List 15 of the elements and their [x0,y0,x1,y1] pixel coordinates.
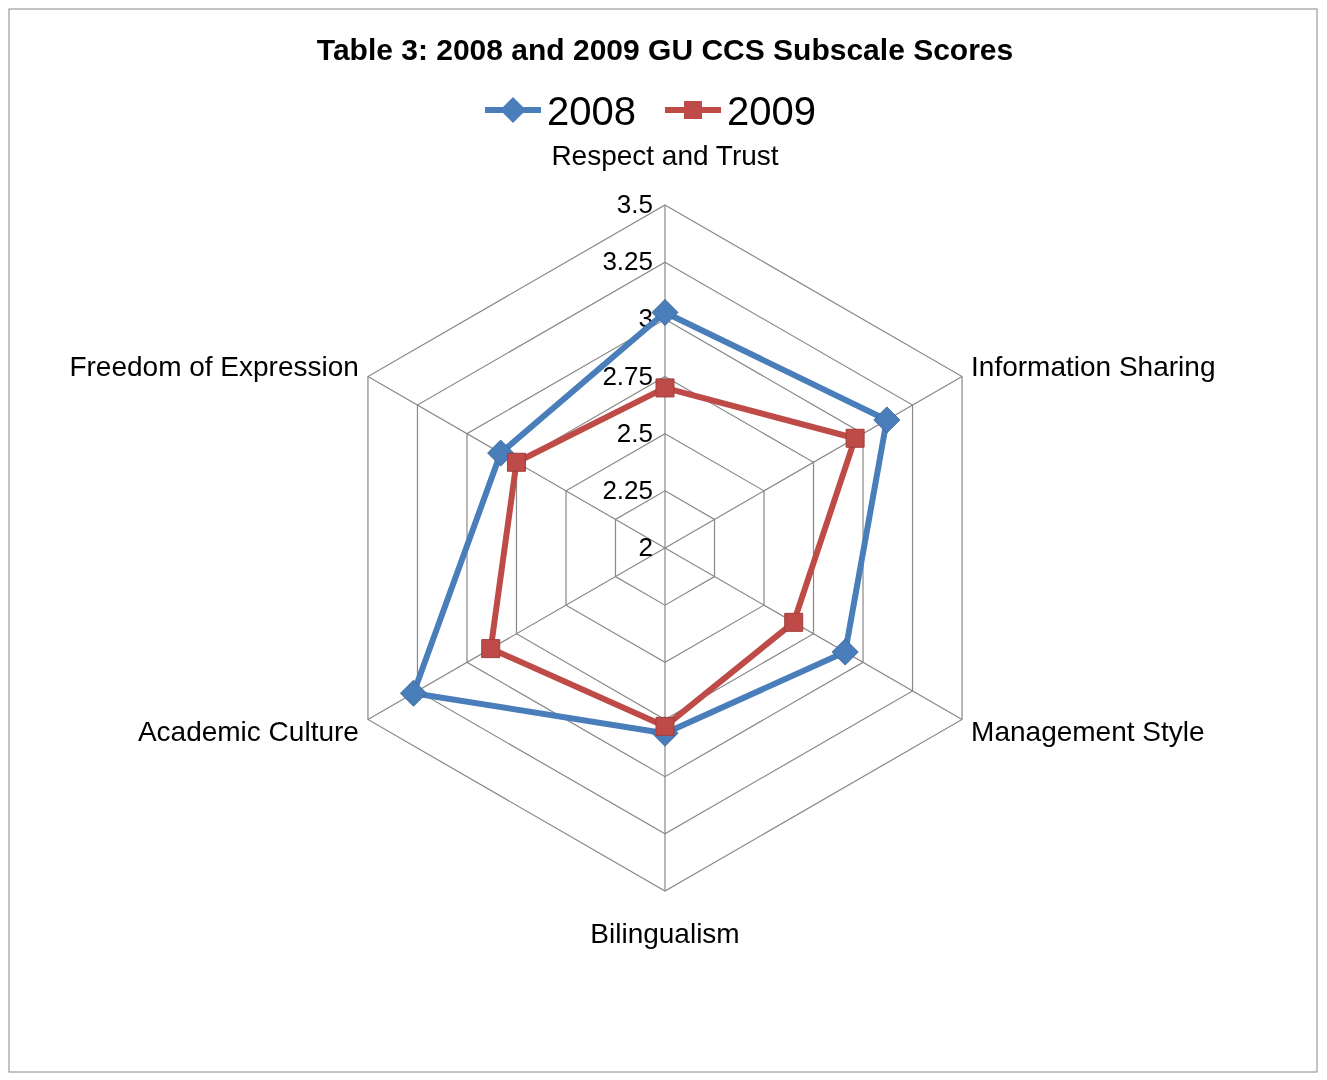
spoke-label: Freedom of Expression [69,350,359,382]
spoke-label: Information Sharing [971,350,1216,382]
y-tick-label: 2 [638,532,653,562]
y-tick-label: 3.5 [616,189,653,219]
legend-label: 2009 [727,89,816,133]
y-tick-label: 2.5 [616,417,653,448]
spoke-label: Academic Culture [137,715,359,747]
chart-title: Table 3: 2008 and 2009 GU CCS Subscale Scores [316,33,1014,66]
spoke-label: Respect and Trust [551,140,779,171]
y-tick-label: 2.25 [602,474,653,505]
legend-label: 2008 [547,89,636,133]
spoke-label: Bilingualism [590,918,740,949]
y-tick-label: 2.75 [602,360,653,391]
y-tick-label: 3.25 [602,246,653,277]
spoke-label: Management Style [971,715,1205,747]
